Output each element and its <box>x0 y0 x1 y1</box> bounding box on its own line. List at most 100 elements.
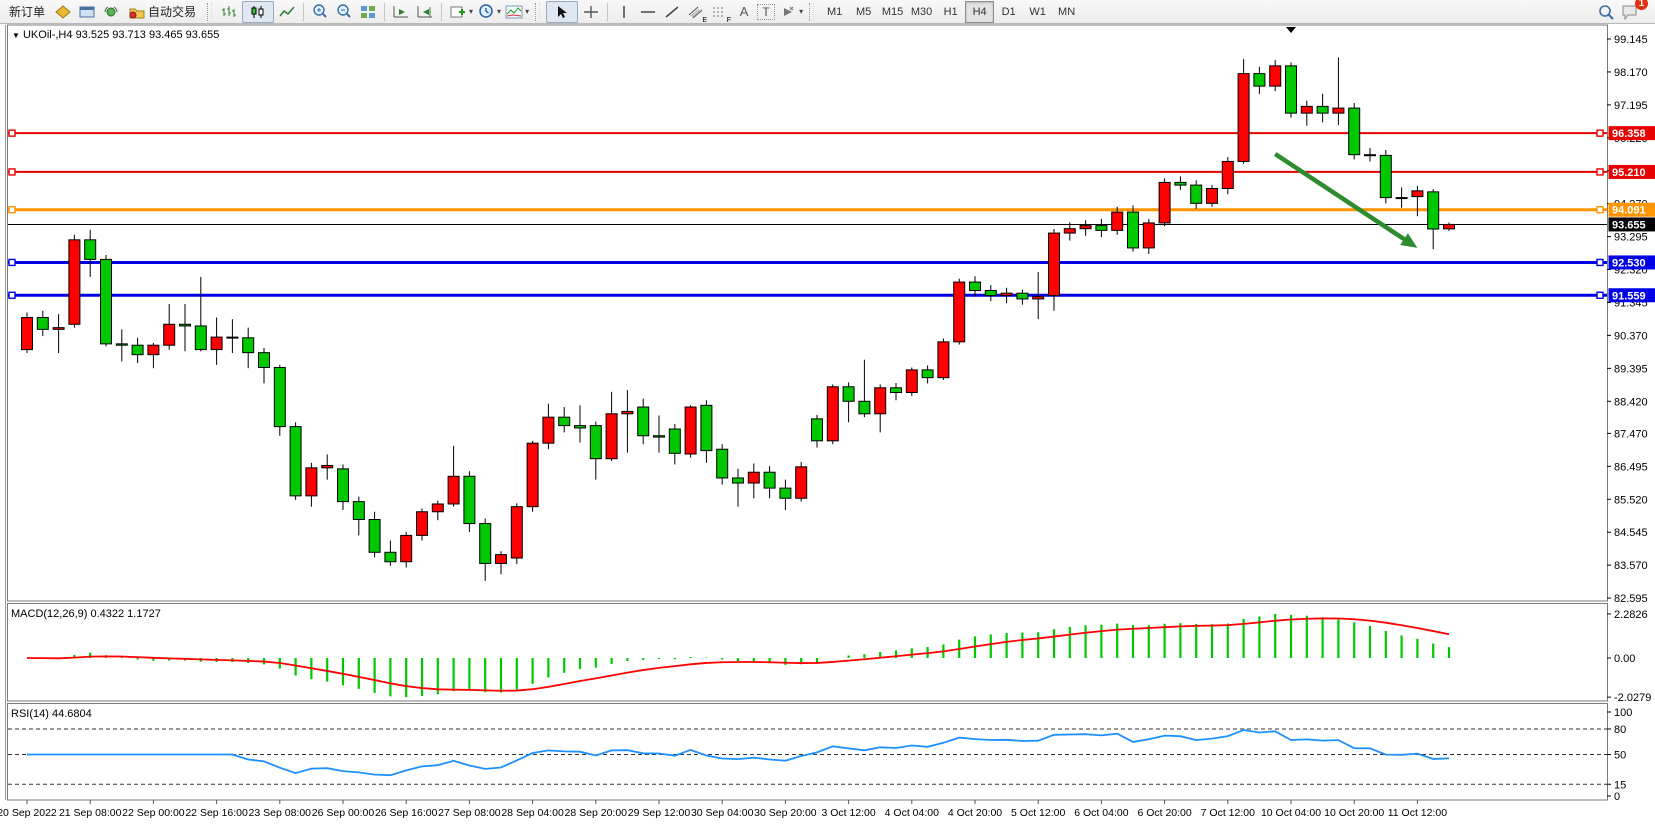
line-handle[interactable] <box>8 258 16 267</box>
arrows-tool-icon[interactable] <box>777 2 799 22</box>
trendline-tool-icon[interactable] <box>661 2 683 22</box>
date-label: 4 Oct 04:00 <box>885 807 939 819</box>
candle <box>1032 271 1045 320</box>
chart-shift-icon[interactable] <box>414 2 436 22</box>
timeframe-mn[interactable]: MN <box>1058 5 1076 18</box>
crosshair-tool-icon[interactable] <box>580 2 602 22</box>
panel-border-2 <box>7 703 1608 801</box>
cursor-tool-icon[interactable] <box>546 0 579 23</box>
autotrading-icon <box>129 2 145 22</box>
candle <box>842 382 855 423</box>
price-flag-label: 93.655 <box>1612 219 1646 231</box>
zoom-out-icon[interactable] <box>333 2 355 22</box>
price-tick-label: 90.370 <box>1614 330 1648 342</box>
date-label: 21 Sep 08:00 <box>59 807 122 819</box>
candle <box>890 383 902 401</box>
chat-notification-icon[interactable]: 1 <box>1619 0 1648 22</box>
timeframe-m1[interactable]: M1 <box>826 5 843 18</box>
toolbar-separator <box>384 2 386 21</box>
candle <box>463 471 476 533</box>
timeframe-h1[interactable]: H1 <box>943 5 958 18</box>
price-flag <box>1608 255 1655 270</box>
candle <box>653 415 665 453</box>
candle <box>637 398 650 445</box>
autotrading-button[interactable]: 自动交易 <box>124 2 201 22</box>
new-chart-icon[interactable] <box>447 2 469 22</box>
line-handle[interactable] <box>8 168 16 176</box>
candle <box>416 508 428 541</box>
line-handle[interactable] <box>8 291 16 299</box>
channel-tool-icon[interactable]: E <box>685 2 707 24</box>
text-tool-icon[interactable]: A <box>733 2 755 22</box>
candle <box>1221 157 1234 195</box>
candle <box>447 445 460 507</box>
fibonacci-tool-icon[interactable]: F <box>709 2 732 24</box>
oneclick-collapse-icon[interactable]: ▼ <box>12 31 20 40</box>
date-label: 28 Sep 20:00 <box>565 807 628 819</box>
timeframe-h4[interactable]: H4 <box>965 0 995 23</box>
price-tick-label: 98.170 <box>1614 67 1648 79</box>
line-handle[interactable] <box>1596 258 1604 267</box>
line-handle[interactable] <box>8 129 16 137</box>
arrows-dropdown-icon[interactable]: ▾ <box>799 7 804 16</box>
candle <box>1095 218 1108 238</box>
chart-shift-marker[interactable] <box>1286 27 1296 33</box>
toolbar-grip <box>207 2 213 21</box>
candle <box>1111 206 1124 235</box>
price-flag <box>1608 164 1655 179</box>
toolbar-separator <box>607 2 609 21</box>
line-handle[interactable] <box>1596 168 1604 176</box>
candle <box>52 314 65 353</box>
vertical-line-tool-icon[interactable] <box>613 2 635 22</box>
price-flag <box>1608 202 1655 217</box>
line-handle[interactable] <box>8 206 16 214</box>
text-letter: A <box>739 4 749 19</box>
data-window-icon[interactable] <box>76 2 98 22</box>
zoom-in-icon[interactable] <box>309 2 331 22</box>
panel-border-1 <box>7 603 1608 702</box>
trend-arrow-annotation[interactable] <box>1273 152 1411 245</box>
timeframe-m15[interactable]: M15 <box>881 5 904 18</box>
candle <box>1395 187 1408 208</box>
period-clock-icon[interactable] <box>475 2 497 22</box>
line-chart-icon[interactable] <box>276 2 298 22</box>
candlestick-chart-icon[interactable] <box>242 0 275 23</box>
line-handle[interactable] <box>1596 291 1604 299</box>
market-watch-icon[interactable] <box>52 2 74 22</box>
rsi-tick-label: 100 <box>1614 707 1632 719</box>
price-tick-label: 97.195 <box>1614 100 1648 112</box>
candle <box>1190 180 1203 209</box>
indicators-icon[interactable] <box>503 2 525 22</box>
label-tool-icon[interactable]: T <box>757 3 776 20</box>
chart-title: ▼ UKOil-,H4 93.525 93.713 93.465 93.655 <box>12 29 219 41</box>
period-dropdown-icon[interactable]: ▾ <box>497 7 502 16</box>
chart-canvas[interactable]: 99.14598.17097.19596.22095.24594.27093.2… <box>0 24 1655 825</box>
candle <box>1158 178 1171 227</box>
search-icon[interactable] <box>1595 2 1617 22</box>
candle <box>984 285 997 302</box>
timeframe-w1[interactable]: W1 <box>1029 5 1046 18</box>
new-order-button[interactable]: 新订单 <box>4 2 50 22</box>
candle <box>1079 220 1092 236</box>
tile-windows-icon[interactable] <box>357 2 379 22</box>
line-handle[interactable] <box>1596 206 1604 214</box>
new-chart-dropdown-icon[interactable]: ▾ <box>469 7 474 16</box>
indicators-dropdown-icon[interactable]: ▾ <box>525 7 530 16</box>
line-handle[interactable] <box>1596 129 1604 137</box>
horizontal-line-tool-icon[interactable] <box>637 2 659 22</box>
candle <box>526 440 539 512</box>
signal-icon[interactable] <box>100 2 122 22</box>
auto-scroll-icon[interactable] <box>390 2 412 22</box>
timeframe-m30[interactable]: M30 <box>910 5 933 18</box>
timeframe-d1[interactable]: D1 <box>1001 5 1016 18</box>
candle <box>1000 287 1013 304</box>
notification-badge: 1 <box>1635 0 1648 10</box>
fibonacci-letter: F <box>726 16 732 24</box>
timeframe-m5[interactable]: M5 <box>855 5 872 18</box>
bar-chart-icon[interactable] <box>218 2 240 22</box>
date-label: 22 Sep 00:00 <box>122 807 185 819</box>
candle <box>921 365 934 384</box>
rsi-tick-label: 80 <box>1614 724 1626 736</box>
price-tick-label: 87.470 <box>1614 428 1648 440</box>
toolbar-separator <box>303 2 305 21</box>
